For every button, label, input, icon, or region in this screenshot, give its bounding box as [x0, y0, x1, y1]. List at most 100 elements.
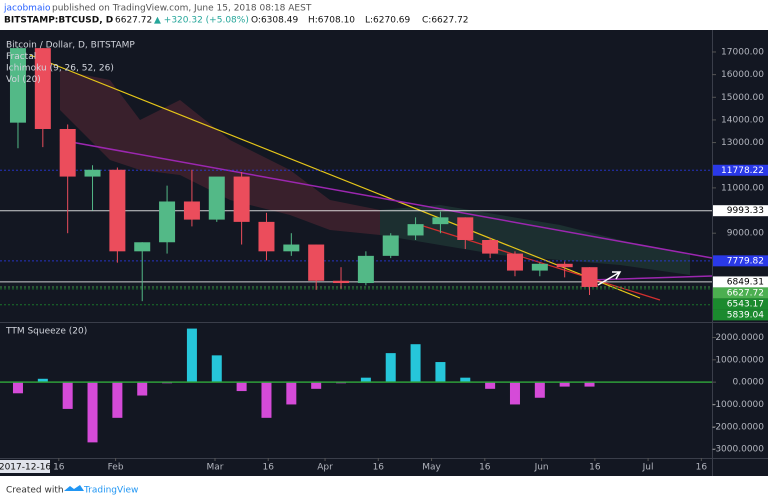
histogram-bar	[435, 362, 446, 383]
y-tick-label: 16000.00	[721, 70, 764, 80]
high-price: H:6708.10	[308, 16, 355, 26]
candle-body	[84, 169, 101, 177]
histogram-bar	[485, 382, 496, 389]
candle-body	[208, 176, 225, 220]
price-label-box	[713, 287, 768, 299]
x-tick-label: Apr	[317, 463, 333, 473]
legend-entry: Vol (20)	[6, 75, 41, 85]
last-price: 6627.72	[115, 16, 152, 26]
x-tick-label: Jun	[534, 463, 549, 473]
histogram-bar	[460, 377, 471, 383]
price-label: 6849.31	[727, 277, 764, 287]
candle-body	[109, 169, 126, 252]
histogram-bar	[534, 382, 545, 398]
symbol: BITSTAMP:BTCUSD, D	[4, 16, 113, 26]
candle-body	[531, 263, 548, 271]
trendline	[589, 275, 713, 281]
histogram-bar	[261, 382, 272, 418]
candle-body	[258, 221, 275, 252]
price-label: 11778.22	[721, 166, 764, 176]
histogram-bar	[311, 382, 322, 389]
histogram-bar	[584, 382, 595, 387]
histogram-bar	[509, 382, 520, 405]
published-note: published on TradingView.com, June 15, 2…	[52, 4, 312, 14]
candle-body	[407, 224, 424, 236]
candle-body	[183, 201, 200, 220]
y-tick-label: 14000.00	[721, 115, 764, 125]
open-price: O:6308.49	[251, 16, 298, 26]
histogram-bar	[211, 355, 222, 383]
candle-body	[283, 244, 300, 252]
legend-entry: Fractal	[6, 52, 36, 62]
price-label: 7779.82	[727, 256, 764, 266]
y-tick-label: -1000.0000	[712, 400, 764, 410]
price-label: 5839.04	[727, 310, 764, 320]
y-tick-label: -3000.0000	[712, 445, 764, 455]
x-tick-label: Jul	[642, 463, 654, 473]
x-tick-label: May	[422, 463, 441, 473]
histogram-bar	[559, 382, 570, 387]
y-tick-label: 9000.00	[727, 229, 764, 239]
legend-entry: Bitcoin / Dollar, D, BITSTAMP	[6, 41, 135, 51]
footer-brand[interactable]: TradingView	[83, 486, 138, 496]
histogram-bar	[87, 382, 98, 443]
header-bar	[0, 0, 768, 30]
legend-entry: Ichimoku (9, 26, 52, 26)	[6, 64, 114, 74]
price-label-box	[713, 255, 768, 267]
histogram-bar	[360, 377, 371, 383]
y-tick-label: 15000.00	[721, 93, 764, 103]
author[interactable]: jacobmaio	[3, 4, 51, 14]
histogram-bar	[12, 382, 23, 394]
cursor-date: 2017-12-16	[0, 463, 51, 473]
x-tick-label: 16	[696, 463, 708, 473]
price-label-box	[713, 276, 768, 288]
candle-body	[308, 244, 325, 281]
cursor-date-box	[0, 460, 50, 473]
x-tick-label: 16	[373, 463, 385, 473]
histogram-bar	[236, 382, 247, 392]
price-label: 6543.17	[727, 299, 764, 309]
candle-body	[382, 235, 399, 256]
candle-body	[506, 253, 523, 271]
price-label: 6627.72	[727, 288, 764, 298]
y-tick-label: 11000.00	[721, 183, 764, 193]
price-label-box	[713, 298, 768, 310]
price-label-box	[713, 309, 768, 321]
histogram-bar	[186, 328, 197, 383]
trendline	[59, 139, 713, 259]
candle-body	[159, 201, 176, 243]
footer-bar	[0, 476, 768, 503]
candle-body	[556, 263, 573, 268]
histogram-bar	[385, 353, 396, 383]
y-tick-label: 1000.0000	[715, 355, 764, 365]
candle-body	[34, 48, 51, 129]
x-tick-label: Mar	[207, 463, 224, 473]
y-tick-label: 0.0000	[733, 378, 765, 388]
price-change: ▲ +320.32 (+5.08%)	[154, 16, 249, 26]
x-tick-label: Feb	[108, 463, 124, 473]
candle-body	[9, 48, 26, 123]
histogram-bar	[410, 344, 421, 383]
histogram-bar	[62, 382, 73, 409]
x-tick-label: 16	[53, 463, 65, 473]
candle-body	[333, 280, 350, 284]
x-tick-label: 16	[479, 463, 491, 473]
footer-text: Created with	[6, 486, 64, 496]
candle-body	[457, 217, 474, 240]
candle-body	[581, 267, 598, 287]
price-label: 9993.33	[727, 206, 764, 216]
pane-title: TTM Squeeze (20)	[5, 327, 87, 337]
histogram-bar	[286, 382, 297, 405]
y-tick-label: 13000.00	[721, 138, 764, 148]
y-tick-label: 2000.0000	[715, 333, 764, 343]
candle-body	[432, 217, 449, 225]
candle-body	[357, 255, 374, 284]
price-label-box	[713, 164, 768, 176]
logo	[64, 485, 84, 491]
histogram-bar	[37, 378, 48, 383]
low-price: L:6270.69	[365, 16, 411, 26]
cloud-red	[60, 70, 380, 235]
candle-body	[134, 242, 151, 252]
y-tick-label: -2000.0000	[712, 422, 764, 432]
